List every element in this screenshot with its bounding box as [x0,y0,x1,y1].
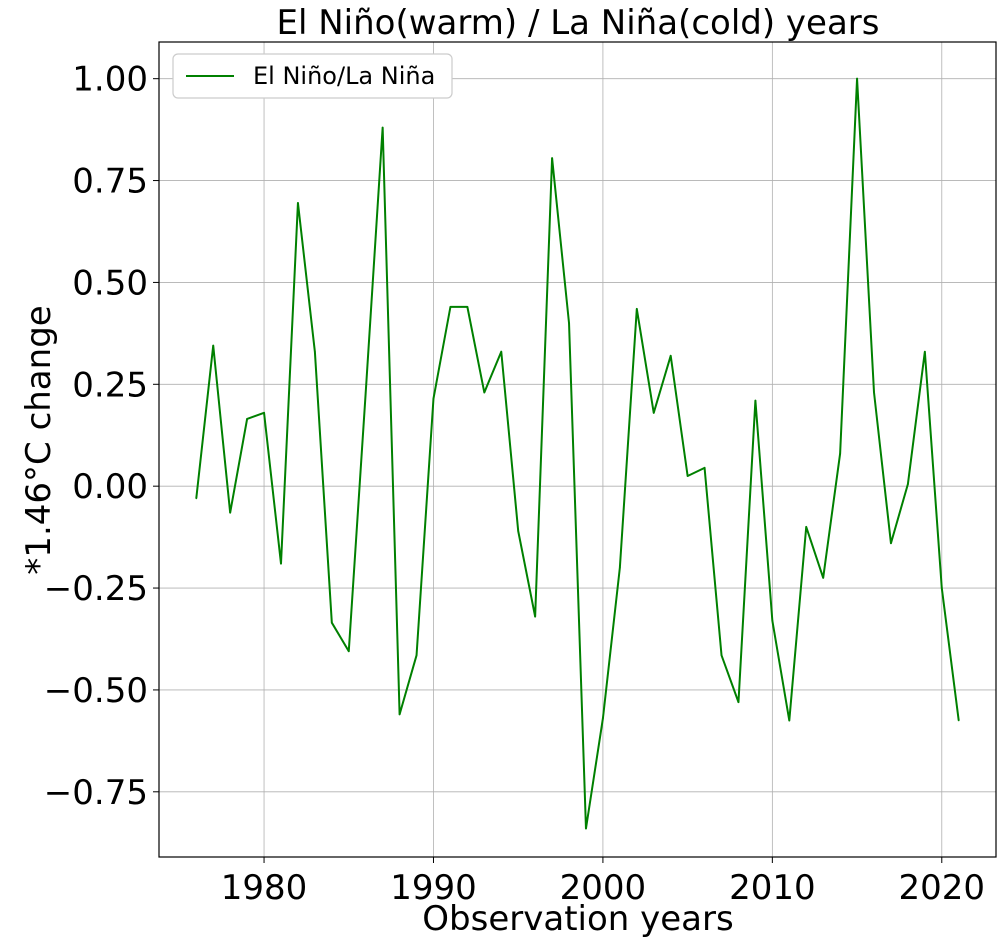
data-point [314,350,316,353]
data-point [805,526,808,528]
data-point [907,483,909,485]
data-point [636,308,638,310]
chart-title: El Niño(warm) / La Niña(cold) years [277,3,880,43]
data-point [280,562,282,565]
y-tick-label: 0.50 [72,263,148,303]
x-axis-ticks: 1980 1990 2000 2010 2020 [221,857,985,908]
legend-box [172,53,453,99]
data-point [839,452,841,455]
y-tick-label: −0.75 [44,773,148,813]
data-point [432,397,435,400]
x-tick-label: 1980 [221,868,308,908]
data-point [212,344,215,347]
data-point [483,391,486,394]
grid [159,42,996,857]
data-point [347,650,350,653]
legend-entry-label: El Niño/La Niña [253,62,435,90]
data-point [873,391,875,394]
y-tick-label: 1.00 [72,60,148,100]
data-point [449,306,452,308]
data-point [364,391,367,394]
data-point [720,654,723,657]
x-tick-label: 2000 [560,868,647,908]
series-layer [195,77,960,830]
data-point [619,566,621,569]
x-axis-label: Observation years [422,899,733,939]
data-point [229,511,231,514]
data-point [890,542,892,545]
y-axis-ticks: −0.75 −0.50 −0.25 0.00 0.25 0.50 0.75 1.00 [44,60,159,813]
data-point [602,717,604,720]
data-point [771,619,774,622]
data-point [551,157,553,159]
data-point [534,615,536,618]
data-point [585,827,587,830]
data-point [297,202,299,204]
data-point [195,497,198,500]
data-point [822,577,824,579]
data-point [398,713,401,716]
data-point [415,654,418,657]
data-point [517,530,519,532]
data-point [754,399,757,402]
data-point [466,306,469,308]
x-tick-label: 1990 [390,868,477,908]
data-point [331,621,333,624]
data-point [568,322,570,324]
y-tick-label: 0.25 [72,365,148,405]
y-tick-label: 0.75 [72,162,148,202]
y-axis-label: *1.46°C change [19,305,59,574]
x-tick-label: 2020 [899,868,986,908]
legend: El Niño/La Niña [172,53,453,99]
y-tick-label: −0.25 [44,569,148,609]
data-point [381,126,384,129]
y-tick-label: 0.00 [72,467,148,507]
data-point [788,719,791,722]
data-point [957,719,960,722]
data-point [686,475,689,477]
data-point [856,77,858,80]
data-point [924,350,926,353]
plot-frame [158,41,997,858]
data-point [669,354,672,357]
y-tick-label: −0.50 [44,671,148,711]
series-line [195,77,960,830]
data-point [940,587,943,589]
data-point [246,418,248,420]
data-point [737,701,740,703]
x-tick-label: 2010 [729,868,816,908]
data-point [703,467,706,469]
data-point [652,412,655,414]
data-point [500,350,503,353]
data-point [263,412,265,414]
